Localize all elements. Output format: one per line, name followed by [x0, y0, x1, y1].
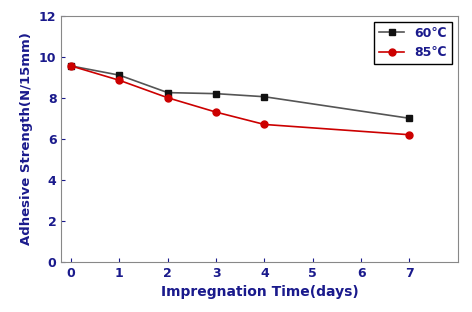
Line: 60℃: 60℃: [67, 62, 413, 122]
60℃: [165, 91, 170, 95]
60℃: [261, 95, 267, 99]
60℃: [407, 116, 413, 120]
Legend: 60℃, 85℃: 60℃, 85℃: [374, 22, 452, 64]
85℃: [261, 123, 267, 126]
85℃: [165, 96, 170, 100]
60℃: [213, 92, 219, 95]
Y-axis label: Adhesive Strength(N/15mm): Adhesive Strength(N/15mm): [20, 32, 34, 245]
60℃: [117, 73, 122, 77]
85℃: [117, 78, 122, 82]
85℃: [407, 133, 413, 137]
60℃: [68, 64, 74, 68]
Line: 85℃: 85℃: [67, 62, 413, 138]
X-axis label: Impregnation Time(days): Impregnation Time(days): [161, 285, 358, 300]
85℃: [213, 110, 219, 114]
85℃: [68, 64, 74, 68]
